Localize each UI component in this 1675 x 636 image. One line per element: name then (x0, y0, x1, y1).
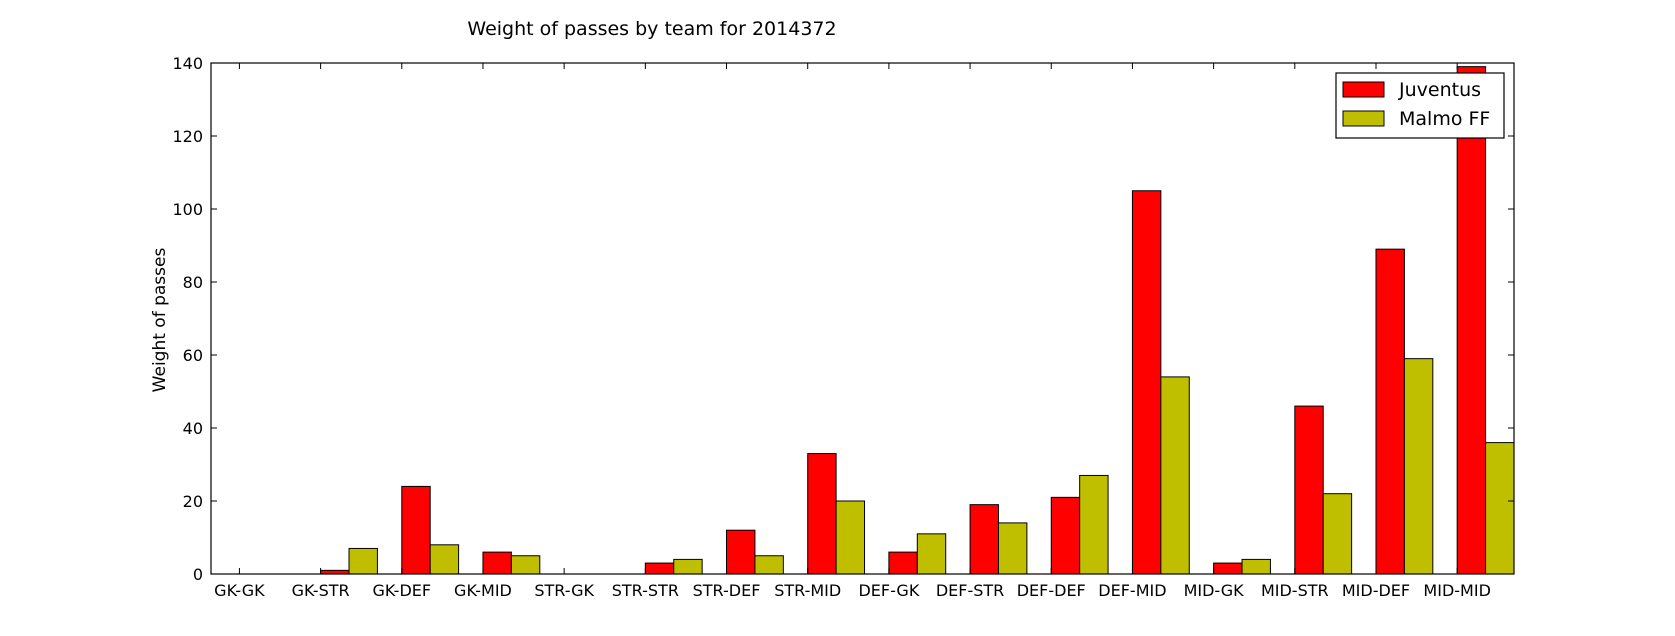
y-tick-label: 60 (183, 346, 203, 365)
bar-juventus-mid-def (1375, 248, 1405, 575)
bar-malmo-ff-gk-mid (510, 555, 541, 575)
y-tick-label: 80 (183, 273, 203, 292)
bar-juventus-gk-def (401, 485, 431, 575)
y-tick-label: 120 (172, 127, 203, 146)
bar-malmo-ff-mid-gk (1241, 558, 1271, 575)
bar-juventus-str-def (726, 529, 756, 575)
x-tick-label: STR-GK (534, 581, 594, 600)
bar-malmo-ff-def-gk (916, 533, 947, 575)
x-tick-label: DEF-MID (1098, 581, 1166, 600)
bar-juventus-mid-gk (1213, 562, 1243, 575)
bar-malmo-ff-def-def (1079, 474, 1109, 575)
x-tick-label: GK-MID (454, 581, 512, 600)
x-tick-label: STR-MID (774, 581, 841, 600)
bar-malmo-ff-def-str (997, 522, 1028, 575)
bar-malmo-ff-mid-def (1403, 358, 1434, 575)
bar-juventus-mid-mid (1456, 66, 1487, 575)
bar-malmo-ff-str-str (673, 558, 703, 575)
bar-malmo-ff-str-def (754, 555, 784, 575)
x-tick-label: GK-GK (214, 581, 265, 600)
bar-malmo-ff-gk-def (429, 544, 460, 575)
y-tick-label: 100 (172, 200, 203, 219)
x-tick-label: GK-DEF (372, 581, 431, 600)
ticks-group: 0 20 40 60 80 100 120 140 GK-GK GK-STR GK-DEF GK-MI… (172, 54, 1514, 600)
bar-juventus-str-mid (807, 453, 837, 575)
y-tick-label: 140 (172, 54, 203, 73)
x-tick-label: STR-STR (612, 581, 679, 600)
bars-group (320, 66, 1515, 575)
bar-malmo-ff-mid-mid (1485, 442, 1515, 575)
legend-swatch-malmo-ff (1342, 110, 1385, 127)
y-tick-label: 0 (193, 565, 203, 584)
x-tick-label: DEF-DEF (1017, 581, 1086, 600)
bar-malmo-ff-str-mid (835, 500, 866, 575)
y-tick-label: 20 (183, 492, 203, 511)
x-tick-label: DEF-STR (936, 581, 1004, 600)
x-tick-label: GK-STR (292, 581, 350, 600)
x-tick-label: STR-DEF (693, 581, 761, 600)
legend-swatch-juventus (1342, 81, 1385, 98)
y-tick-label: 40 (183, 419, 203, 438)
legend-label-juventus: Juventus (1398, 79, 1481, 101)
bar-juventus-str-str (644, 562, 675, 575)
bar-malmo-ff-def-mid (1160, 376, 1190, 575)
legend: Juventus Malmo FF (1335, 72, 1505, 139)
legend-label-malmo-ff: Malmo FF (1399, 108, 1490, 130)
bar-malmo-ff-mid-str (1322, 493, 1353, 575)
bar-juventus-def-mid (1131, 190, 1162, 575)
chart-title: Weight of passes by team for 2014372 (467, 18, 836, 40)
x-tick-label: MID-DEF (1342, 581, 1410, 600)
x-tick-label: MID-STR (1261, 581, 1329, 600)
plot-frame (210, 62, 1515, 575)
y-axis-label: Weight of passes (150, 248, 170, 393)
bar-juventus-mid-str (1294, 405, 1324, 575)
bar-juventus-gk-mid (482, 551, 512, 575)
x-tick-label: MID-GK (1184, 581, 1245, 600)
bar-juventus-def-str (969, 504, 999, 575)
bar-juventus-def-def (1050, 496, 1081, 575)
bar-juventus-def-gk (888, 551, 918, 575)
bar-malmo-ff-gk-str (348, 547, 378, 575)
x-tick-label: MID-MID (1423, 581, 1490, 600)
x-tick-label: DEF-GK (858, 581, 919, 600)
